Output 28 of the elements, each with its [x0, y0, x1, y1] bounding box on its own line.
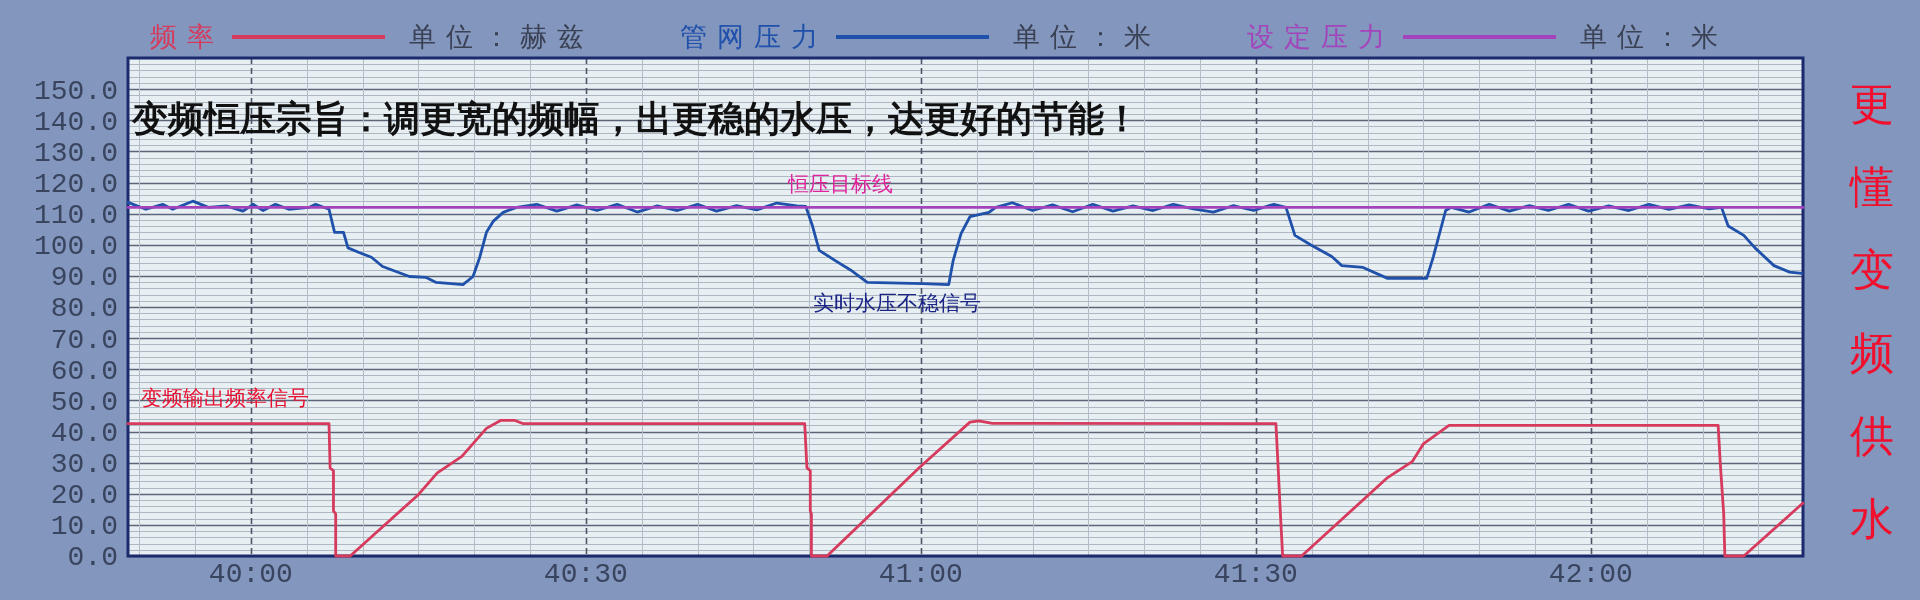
y-tick-label: 60.0 — [50, 355, 118, 387]
text: 单位：赫兹 — [409, 20, 594, 54]
y-tick-label: 150.0 — [33, 75, 118, 107]
y-tick-label: 20.0 — [50, 480, 118, 512]
y-tick-label: 80.0 — [50, 293, 118, 325]
text: 频率 — [150, 20, 224, 54]
y-tick-label: 120.0 — [33, 168, 118, 200]
y-tick-label: 130.0 — [33, 137, 118, 169]
x-tick-label: 41:00 — [878, 559, 963, 591]
text: 管网压力 — [680, 20, 828, 54]
y-tick-label: 0.0 — [67, 542, 118, 574]
y-tick-label: 40.0 — [50, 417, 118, 449]
text: 更懂变频供水 — [1850, 77, 1894, 546]
text: 单位：米 — [1580, 20, 1728, 54]
y-tick-label: 110.0 — [33, 200, 118, 232]
y-tick-label: 50.0 — [50, 386, 118, 418]
text: 单位：米 — [1013, 20, 1161, 54]
x-tick-label: 42:00 — [1548, 559, 1633, 591]
y-tick-label: 140.0 — [33, 106, 118, 138]
x-tick-label: 40:00 — [208, 559, 293, 591]
y-tick-label: 10.0 — [50, 511, 118, 543]
x-tick-label: 40:30 — [543, 559, 628, 591]
y-tick-label: 100.0 — [33, 231, 118, 263]
y-tick-label: 30.0 — [50, 449, 118, 481]
y-tick-label: 90.0 — [50, 262, 118, 294]
x-tick-label: 41:30 — [1213, 559, 1298, 591]
y-tick-label: 70.0 — [50, 324, 118, 356]
text: 设定压力 — [1247, 20, 1395, 54]
